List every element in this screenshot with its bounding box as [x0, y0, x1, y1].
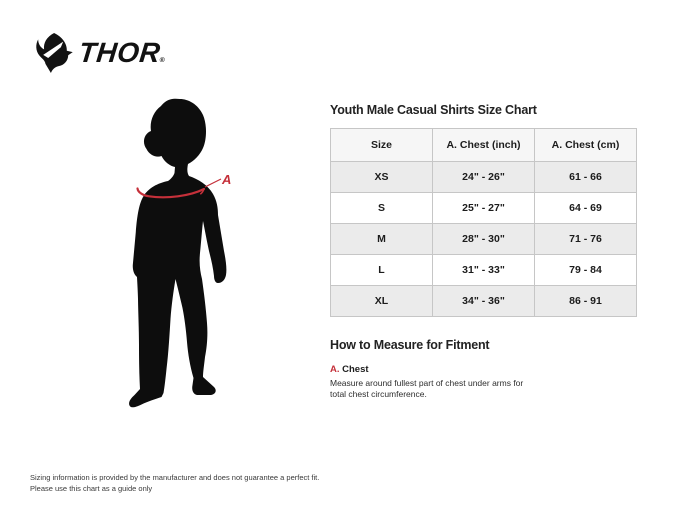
thor-goat-head-icon	[36, 33, 73, 73]
column-header-chest-inch: A. Chest (inch)	[432, 128, 535, 162]
chest-inch-cell: 25" - 27"	[432, 192, 535, 224]
disclaimer-line-2: Please use this chart as a guide only	[30, 484, 153, 493]
registered-mark: ®	[159, 57, 166, 64]
chest-cm-cell: 71 - 76	[534, 223, 637, 255]
chest-inch-cell: 24" - 26"	[432, 161, 535, 193]
table-row-m: M 28" - 30" 71 - 76	[330, 223, 637, 255]
size-chart-table: Size A. Chest (inch) A. Chest (cm) XS 24…	[330, 128, 637, 317]
chest-inch-cell: 34" - 36"	[432, 285, 535, 317]
chest-inch-cell: 31" - 33"	[432, 254, 535, 286]
chest-label-pointer	[204, 178, 222, 188]
size-cell: XL	[330, 285, 433, 317]
table-row-xs: XS 24" - 26" 61 - 66	[330, 161, 637, 193]
measurement-description: Measure around fullest part of chest und…	[330, 378, 524, 400]
how-to-measure-section: How to Measure for Fitment A. Chest Meas…	[330, 338, 637, 400]
chest-cm-cell: 61 - 66	[534, 161, 637, 193]
child-silhouette-figure: A	[129, 98, 231, 408]
size-cell: L	[330, 254, 433, 286]
chest-measure-line	[136, 187, 206, 199]
size-chart-header-row: Size A. Chest (inch) A. Chest (cm)	[330, 128, 637, 162]
chest-inch-cell: 28" - 30"	[432, 223, 535, 255]
brand-name: THOR	[77, 37, 163, 68]
brand-wordmark: THOR®	[77, 37, 168, 68]
child-silhouette	[129, 98, 227, 408]
chest-cm-cell: 79 - 84	[534, 254, 637, 286]
size-cell: M	[330, 223, 433, 255]
disclaimer: Sizing information is provided by the ma…	[30, 472, 319, 494]
chest-measure-end-tick	[200, 188, 205, 195]
table-row-l: L 31" - 33" 79 - 84	[330, 254, 637, 286]
disclaimer-line-1: Sizing information is provided by the ma…	[30, 473, 320, 482]
size-chart-title: Youth Male Casual Shirts Size Chart	[330, 103, 537, 117]
chest-cm-cell: 64 - 69	[534, 192, 637, 224]
column-header-size: Size	[330, 128, 433, 162]
how-to-measure-heading: How to Measure for Fitment	[330, 338, 490, 352]
size-cell: S	[330, 192, 433, 224]
column-header-chest-cm: A. Chest (cm)	[534, 128, 637, 162]
table-row-xl: XL 34" - 36" 86 - 91	[330, 285, 637, 317]
chest-cm-cell: 86 - 91	[534, 285, 637, 317]
measurement-key: A. Chest	[330, 364, 637, 375]
measurement-key-name: Chest	[342, 364, 369, 375]
brand-logo: THOR®	[35, 31, 166, 75]
table-row-s: S 25" - 27" 64 - 69	[330, 192, 637, 224]
size-cell: XS	[330, 161, 433, 193]
chest-label-A: A	[221, 172, 231, 187]
size-chart-panel: Youth Male Casual Shirts Size Chart Size…	[330, 103, 637, 400]
measurement-key-letter: A.	[330, 364, 340, 375]
